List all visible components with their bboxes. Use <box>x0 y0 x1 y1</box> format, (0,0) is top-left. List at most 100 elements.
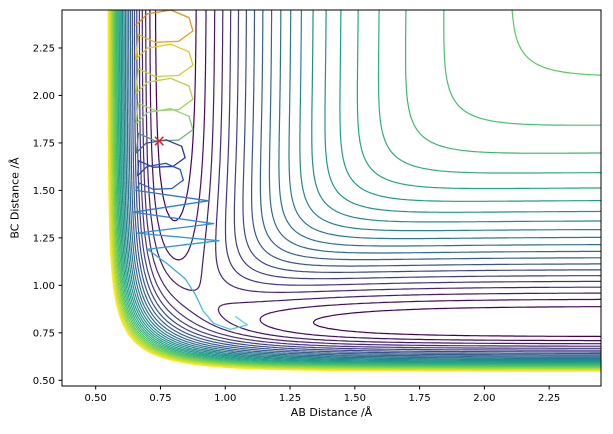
contour-line <box>129 10 601 356</box>
x-tick-label: 2.00 <box>473 393 495 404</box>
trajectory-segment <box>179 168 184 181</box>
contour-line <box>116 10 601 366</box>
trajectory-segment <box>146 9 172 15</box>
contour-line <box>145 10 601 345</box>
trajectory-segment <box>212 322 232 331</box>
trajectory-segment <box>172 156 186 168</box>
contour-line <box>122 10 602 362</box>
x-tick-label: 1.00 <box>214 393 236 404</box>
trajectory-segment <box>132 200 210 213</box>
x-tick-label: 0.75 <box>149 393 171 404</box>
trajectory-segment <box>152 165 174 168</box>
trajectory-segment <box>135 47 149 61</box>
trajectory-segment <box>188 51 194 66</box>
x-tick-label: 2.25 <box>538 393 560 404</box>
trajectory-segment <box>135 132 140 154</box>
trajectory-segment <box>137 132 156 142</box>
trajectory-segment <box>135 189 210 202</box>
contour-line <box>112 10 601 368</box>
trajectory-segment <box>154 40 180 43</box>
contour-line <box>111 10 601 369</box>
contour-line <box>126 9 601 358</box>
trajectory-segment <box>146 240 220 250</box>
contour-line <box>128 10 601 357</box>
contour-line <box>108 10 601 372</box>
trajectory-segment <box>146 77 172 83</box>
trajectory-segment <box>170 9 190 19</box>
trajectory-segment <box>135 34 140 61</box>
trajectory-segment <box>135 81 149 95</box>
trajectory-segment <box>136 232 220 242</box>
y-axis-label: BC Distance /Å <box>8 157 22 239</box>
trajectory-segment <box>137 34 156 43</box>
y-tick-label: 1.25 <box>33 233 55 244</box>
trajectory-segment <box>146 248 168 265</box>
y-tick-label: 1.50 <box>33 186 55 197</box>
y-tick-label: 2.25 <box>33 43 55 54</box>
contour-line <box>131 10 601 354</box>
contour-line <box>113 10 602 368</box>
x-tick-label: 1.25 <box>279 393 301 404</box>
trajectory-segment <box>135 111 149 125</box>
contour-line <box>133 10 602 353</box>
trajectory-segment <box>152 187 173 190</box>
trajectory-segment <box>234 316 248 326</box>
trajectory-segment <box>194 294 204 312</box>
contour-line <box>141 10 601 347</box>
trajectory-segment <box>135 68 140 95</box>
contour-line <box>118 10 602 364</box>
y-tick-label: 0.50 <box>33 376 55 387</box>
trajectory-segment <box>229 324 248 331</box>
trajectory-segment <box>202 310 215 324</box>
trajectory-segment <box>166 262 186 280</box>
trajectory-segment <box>146 43 172 49</box>
contour-line <box>110 10 601 370</box>
trajectory-segment <box>146 108 172 114</box>
contour-line <box>119 10 601 363</box>
plot-frame <box>61 9 602 387</box>
trajectory-segment <box>170 108 190 117</box>
trajectory-path <box>132 9 248 331</box>
trajectory-segment <box>137 68 156 78</box>
trajectory-segment <box>165 162 181 171</box>
axes-ticks: 0.50 0.75 1.00 1.25 1.50 1.75 2.00 2.25 0.50 0.75… <box>33 43 561 404</box>
contour-line <box>138 10 601 349</box>
contour-line <box>154 9 602 338</box>
contour-line <box>107 10 601 372</box>
trajectory-segment <box>177 30 194 42</box>
trajectory-segment <box>137 160 140 177</box>
trajectory-segment <box>177 64 194 77</box>
y-tick-label: 1.75 <box>33 138 55 149</box>
trajectory-segment <box>145 139 167 144</box>
x-tick-label: 1.50 <box>344 393 366 404</box>
contour-line <box>111 10 601 370</box>
red-x-marker <box>154 136 164 146</box>
trajectory-segment <box>154 74 180 78</box>
contour-line <box>114 9 601 367</box>
trajectory-segment <box>181 145 186 159</box>
x-axis-label: AB Distance /Å <box>290 406 373 419</box>
trajectory-segment <box>170 77 190 87</box>
trajectory-segment <box>137 102 156 112</box>
contour-line <box>149 10 601 342</box>
contour-lines <box>107 9 602 372</box>
trajectory-segment <box>139 182 154 190</box>
trajectory-segment <box>188 115 194 131</box>
contour-line <box>117 10 601 365</box>
y-tick-label: 0.75 <box>33 328 55 339</box>
x-tick-label: 1.75 <box>408 393 430 404</box>
trajectory-segment <box>170 43 190 53</box>
trajectory-segment <box>136 222 215 234</box>
trajectory-segment <box>171 179 184 190</box>
trajectory-segment <box>132 211 215 225</box>
trajectory-segment <box>184 278 197 296</box>
trajectory-segment <box>135 182 141 192</box>
contour-line <box>123 10 601 361</box>
trajectory-segment <box>146 162 167 168</box>
trajectory-segment <box>177 128 194 141</box>
y-tick-label: 2.00 <box>33 91 55 102</box>
trajectory-segment <box>137 165 148 177</box>
contour-line <box>124 10 601 360</box>
